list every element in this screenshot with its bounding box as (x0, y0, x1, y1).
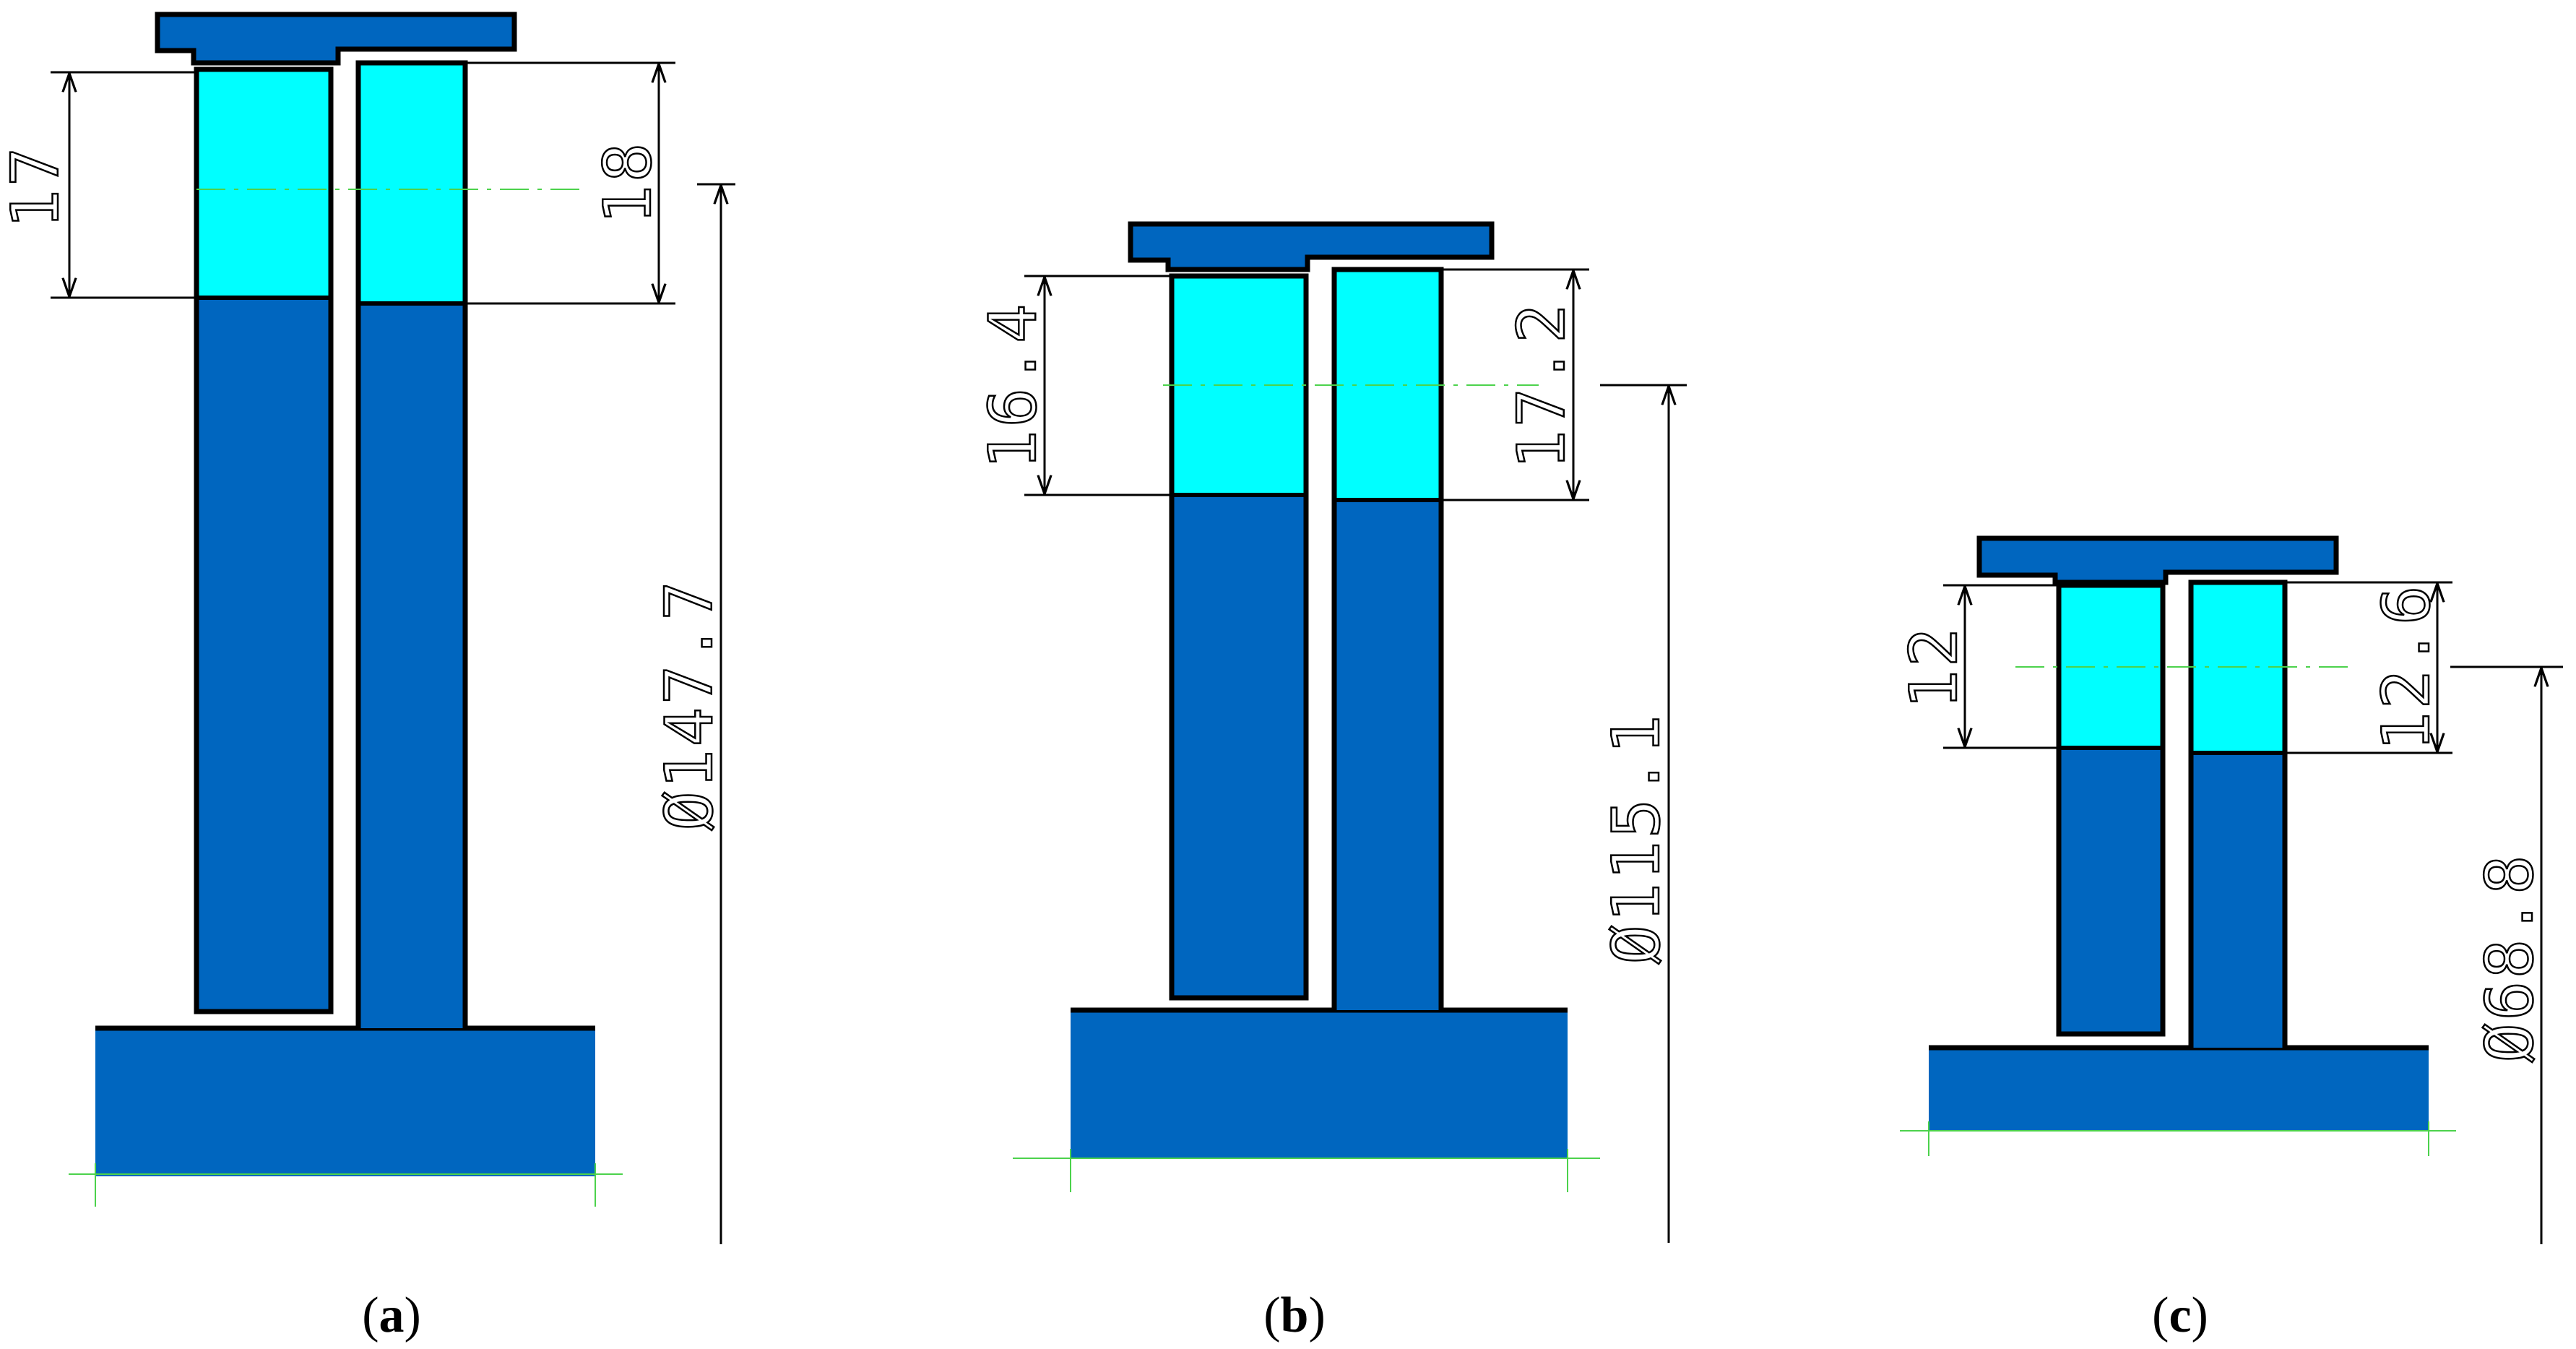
panel-a-left-dim-label: 17 (0, 145, 74, 228)
panel-c-top-flange (1976, 535, 2339, 585)
panel-c-right-column-outline (2188, 579, 2288, 1048)
panel-c-right-column-body (2191, 751, 2285, 1048)
panel-b-right-column-body (1334, 499, 1441, 1010)
panel-a-top-flange (155, 12, 517, 66)
panel-a-base (95, 1028, 595, 1176)
panel-c-left-dim-label: 12 (1896, 625, 1972, 709)
panel-b-base (1071, 1010, 1568, 1158)
panel-c: 12 12.6 Ø68.8 (c) (1896, 535, 2563, 1343)
panel-a-left-column-outline (194, 66, 334, 1014)
panel-a-left-window (196, 69, 331, 298)
panel-b: 16.4 17.2 Ø115.1 (b) (974, 221, 1687, 1343)
panel-a: 17 18 Ø147.7 (a) (0, 12, 735, 1343)
panel-a-diameter-label: Ø147.7 (652, 578, 727, 830)
panel-b-diameter-label: Ø115.1 (1599, 712, 1674, 964)
panel-c-base (1929, 1048, 2429, 1130)
panel-b-left-column-outline (1169, 273, 1309, 1001)
panel-b-right-dim-label: 17.2 (1504, 301, 1580, 470)
panel-a-left-column-body (196, 296, 331, 1012)
panel-a-right-column-body (358, 302, 465, 1028)
panel-b-caption: (b) (1263, 1288, 1326, 1343)
panel-b-right-column-outline (1331, 267, 1444, 1010)
panel-c-right-dim-label: 12.6 (2369, 583, 2445, 751)
panel-b-left-column-body (1172, 494, 1306, 998)
panel-a-right-column-outline (355, 60, 468, 1028)
panel-a-right-dim-label: 18 (590, 140, 666, 224)
panel-c-left-column-body (2059, 746, 2163, 1034)
panel-c-caption: (c) (2152, 1288, 2208, 1343)
panel-c-left-column-outline (2056, 582, 2166, 1037)
panel-a-right-window (358, 63, 465, 303)
panel-a-caption: (a) (362, 1288, 421, 1343)
panel-c-diameter-label: Ø68.8 (2472, 853, 2548, 1063)
panel-b-left-dim-label: 16.4 (975, 301, 1051, 470)
panel-b-top-flange (1128, 221, 1495, 272)
